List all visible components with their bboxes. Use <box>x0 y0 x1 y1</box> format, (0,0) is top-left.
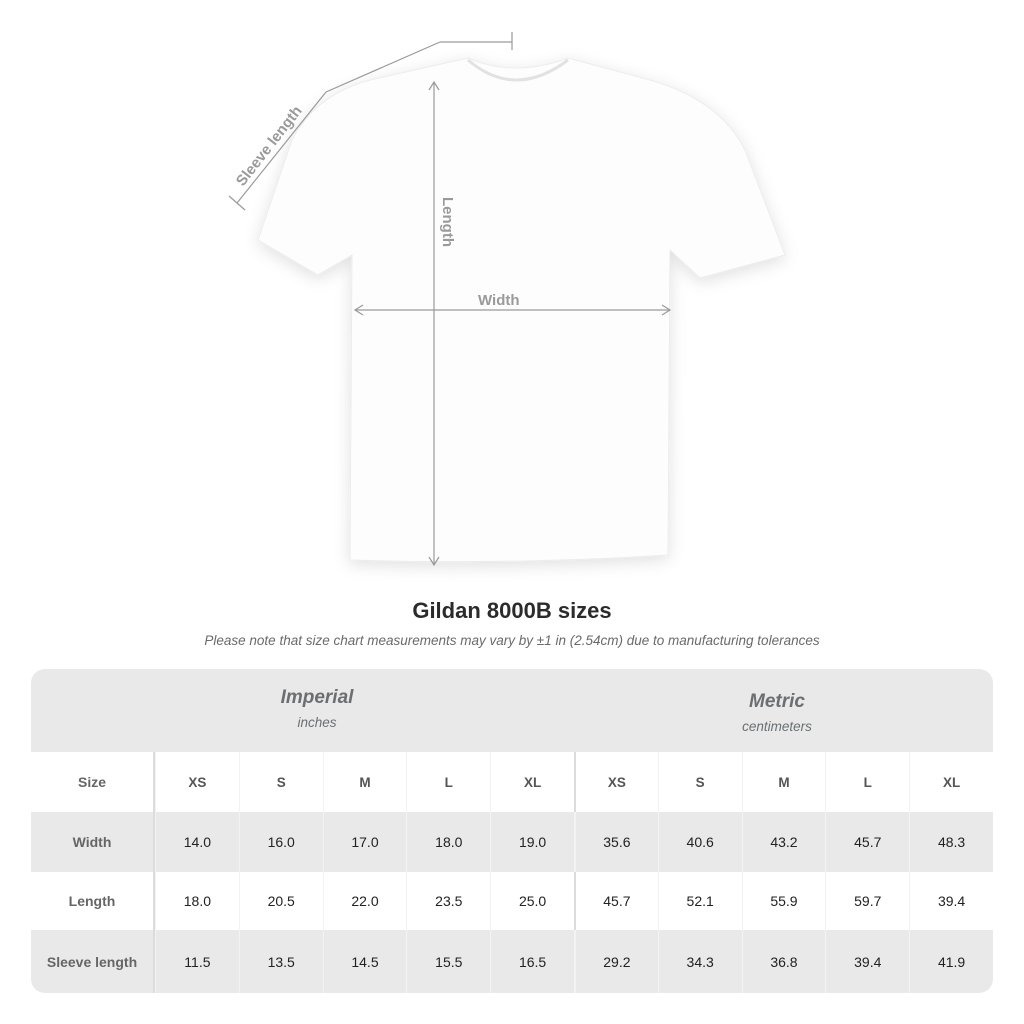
value-cell: 16.0 <box>238 812 323 872</box>
size-header-cell: L <box>825 752 909 812</box>
value-cell: 39.4 <box>909 872 993 930</box>
size-header-cell: M <box>322 752 407 812</box>
table-row: Width 14.0 16.0 17.0 18.0 19.0 35.6 40.6 43.2 45.… <box>31 812 993 872</box>
table-header: Imperial inches Metric centimeters <box>31 669 993 752</box>
value-cell: 29.2 <box>573 930 658 993</box>
size-header-cell: S <box>238 752 323 812</box>
value-cell: 25.0 <box>490 872 574 930</box>
size-header-cell: XL <box>490 752 574 812</box>
value-cell: 23.5 <box>406 872 490 930</box>
value-cell: 14.5 <box>322 930 407 993</box>
value-cell: 40.6 <box>657 812 742 872</box>
value-cell: 13.5 <box>238 930 323 993</box>
value-cell: 36.8 <box>741 930 826 993</box>
value-cell: 59.7 <box>825 872 909 930</box>
value-cell: 22.0 <box>322 872 407 930</box>
value-cell: 48.3 <box>909 812 993 872</box>
length-label: Length <box>439 197 456 247</box>
size-header-cell: XS <box>155 752 239 812</box>
size-header-cell: M <box>741 752 826 812</box>
value-cell: 20.5 <box>238 872 323 930</box>
value-cell: 16.5 <box>490 930 574 993</box>
size-table: Imperial inches Metric centimeters Size … <box>31 669 993 993</box>
row-label: Sleeve length <box>31 930 155 993</box>
table-row: Sleeve length 11.5 13.5 14.5 15.5 16.5 29.2 34.… <box>31 930 993 993</box>
value-cell: 11.5 <box>155 930 239 993</box>
value-cell: 43.2 <box>741 812 826 872</box>
imperial-unit: inches <box>297 715 337 730</box>
value-cell: 39.4 <box>825 930 909 993</box>
metric-title: Metric <box>749 691 805 712</box>
row-label: Length <box>31 872 155 930</box>
value-cell: 34.3 <box>657 930 742 993</box>
value-cell: 35.6 <box>573 812 658 872</box>
value-cell: 18.0 <box>155 872 239 930</box>
table-row: Length 18.0 20.5 22.0 23.5 25.0 45.7 52.1 55.9 59… <box>31 872 993 930</box>
size-header-cell: L <box>406 752 490 812</box>
value-cell: 14.0 <box>155 812 239 872</box>
collar <box>467 58 569 82</box>
value-cell: 15.5 <box>406 930 490 993</box>
tshirt-diagram: Sleeve length Length Width <box>228 32 786 567</box>
value-cell: 52.1 <box>657 872 742 930</box>
size-header-cell: XS <box>573 752 658 812</box>
value-cell: 45.7 <box>825 812 909 872</box>
metric-header: Metric centimeters <box>627 691 927 734</box>
value-cell: 17.0 <box>322 812 407 872</box>
size-header-cell: XL <box>909 752 993 812</box>
page-title: Gildan 8000B sizes <box>412 598 612 623</box>
row-label: Width <box>31 812 155 872</box>
size-header-cell: S <box>657 752 742 812</box>
value-cell: 18.0 <box>406 812 490 872</box>
width-label: Width <box>478 292 520 309</box>
value-cell: 45.7 <box>573 872 658 930</box>
metric-unit: centimeters <box>742 719 812 734</box>
imperial-header: Imperial inches <box>167 687 467 730</box>
size-row: Size XS S M L XL XS S M L XL <box>31 752 993 812</box>
tolerance-note: Please note that size chart measurements… <box>204 633 820 648</box>
value-cell: 19.0 <box>490 812 574 872</box>
value-cell: 41.9 <box>909 930 993 993</box>
value-cell: 55.9 <box>741 872 826 930</box>
imperial-title: Imperial <box>280 687 354 708</box>
measure-lines <box>228 32 672 567</box>
size-label: Size <box>31 752 155 812</box>
